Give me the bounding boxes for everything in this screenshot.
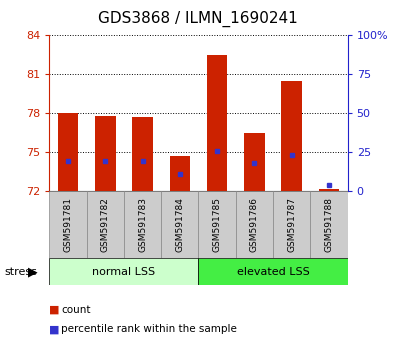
Bar — [87, 191, 124, 258]
Bar — [95, 116, 116, 191]
Text: elevated LSS: elevated LSS — [237, 267, 309, 277]
Text: GSM591784: GSM591784 — [175, 197, 184, 252]
Text: normal LSS: normal LSS — [92, 267, 156, 277]
Bar — [273, 191, 310, 258]
Text: GSM591786: GSM591786 — [250, 197, 259, 252]
Bar — [132, 117, 153, 191]
Text: GSM591788: GSM591788 — [324, 197, 333, 252]
Bar — [49, 191, 87, 258]
Bar — [199, 191, 236, 258]
Text: GSM591783: GSM591783 — [138, 197, 147, 252]
Bar — [161, 191, 199, 258]
Text: count: count — [61, 305, 91, 315]
Bar — [244, 133, 265, 191]
Text: GDS3868 / ILMN_1690241: GDS3868 / ILMN_1690241 — [98, 11, 297, 27]
Bar — [199, 258, 348, 285]
Text: percentile rank within the sample: percentile rank within the sample — [61, 324, 237, 334]
Bar — [319, 189, 339, 191]
Text: GSM591782: GSM591782 — [101, 197, 110, 252]
Bar — [310, 191, 348, 258]
Text: ■: ■ — [49, 324, 60, 334]
Text: GSM591781: GSM591781 — [64, 197, 73, 252]
Bar — [49, 258, 199, 285]
Bar — [58, 113, 78, 191]
Bar — [124, 191, 161, 258]
Text: stress: stress — [4, 267, 37, 277]
Text: GSM591787: GSM591787 — [287, 197, 296, 252]
Bar — [169, 156, 190, 191]
Bar — [281, 81, 302, 191]
Bar — [236, 191, 273, 258]
Text: GSM591785: GSM591785 — [213, 197, 222, 252]
Text: ▶: ▶ — [28, 266, 38, 278]
Text: ■: ■ — [49, 305, 60, 315]
Bar — [207, 55, 228, 191]
